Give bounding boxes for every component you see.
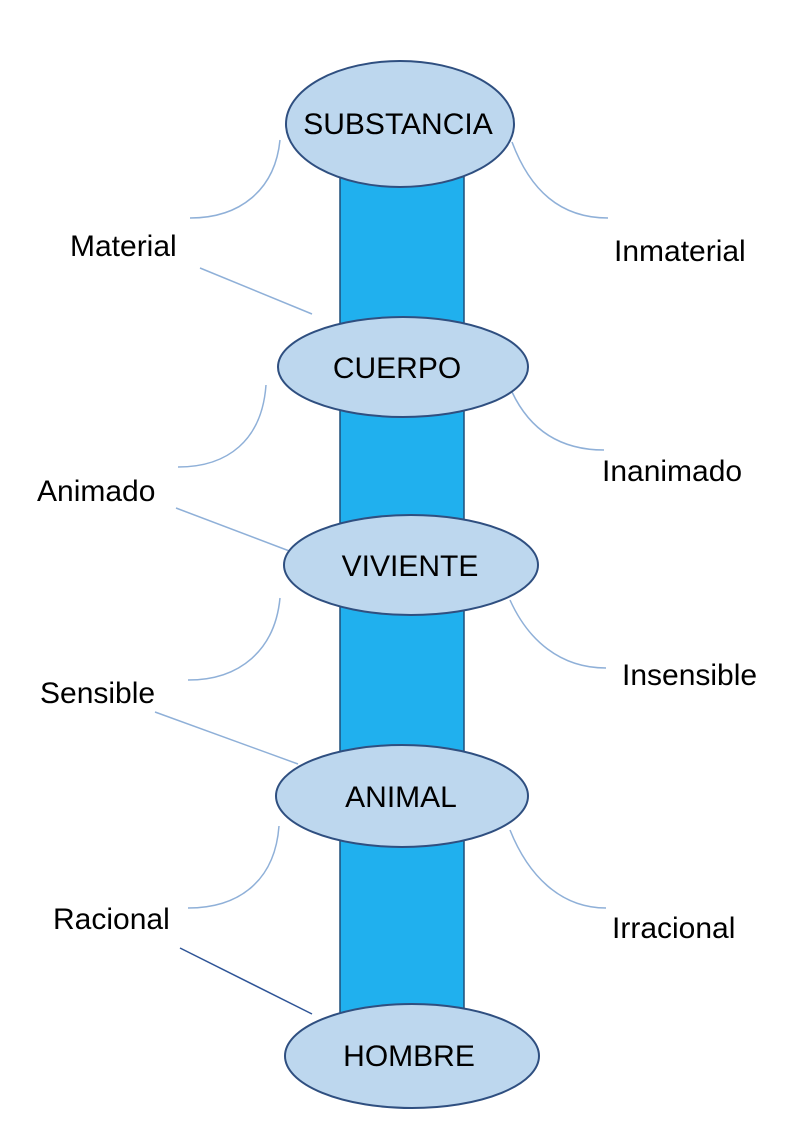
node-substancia-label: SUBSTANCIA bbox=[303, 108, 492, 141]
label-insensible: Insensible bbox=[622, 659, 757, 692]
connector-viviente-sensible bbox=[187, 597, 281, 681]
label-animado: Animado bbox=[37, 475, 155, 508]
connector-viviente-insensible bbox=[509, 599, 607, 669]
label-inmaterial: Inmaterial bbox=[614, 235, 746, 268]
node-viviente-label: VIVIENTE bbox=[342, 550, 479, 583]
connector-substancia-material bbox=[189, 139, 281, 219]
node-viviente: VIVIENTE bbox=[283, 514, 539, 616]
label-material: Material bbox=[70, 230, 177, 263]
label-racional: Racional bbox=[53, 903, 170, 936]
label-irracional: Irracional bbox=[612, 912, 735, 945]
connector-cuerpo-animado bbox=[177, 384, 267, 468]
connector-substancia-inmaterial bbox=[511, 141, 609, 219]
connector-racional-hombre bbox=[179, 947, 313, 1015]
node-hombre: HOMBRE bbox=[284, 1003, 540, 1109]
node-cuerpo: CUERPO bbox=[277, 316, 529, 418]
node-hombre-label: HOMBRE bbox=[343, 1040, 475, 1073]
label-inanimado: Inanimado bbox=[602, 455, 742, 488]
node-substancia: SUBSTANCIA bbox=[285, 60, 515, 188]
node-animal-label: ANIMAL bbox=[345, 781, 457, 814]
connector-animal-racional bbox=[187, 825, 280, 909]
connector-cuerpo-inanimado bbox=[511, 391, 605, 451]
label-sensible: Sensible bbox=[40, 677, 155, 710]
connector-material-cuerpo bbox=[199, 267, 313, 315]
connector-animal-irracional bbox=[509, 829, 607, 909]
node-animal: ANIMAL bbox=[275, 744, 529, 848]
node-cuerpo-label: CUERPO bbox=[333, 352, 461, 385]
connector-sensible-animal bbox=[154, 711, 299, 765]
connector-animado-viviente bbox=[175, 507, 293, 553]
